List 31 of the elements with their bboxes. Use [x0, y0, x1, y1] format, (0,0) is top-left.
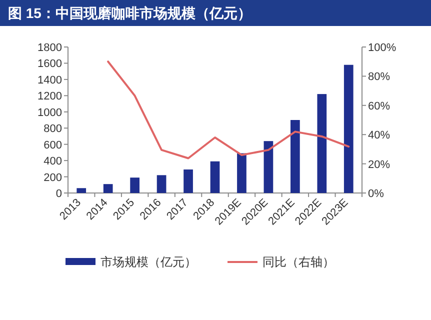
y-tick-label: 1000 [38, 106, 62, 119]
y-tick-label: 800 [44, 123, 62, 136]
bar [103, 184, 113, 193]
chart-title: 图 15：中国现磨咖啡市场规模（亿元） [8, 5, 252, 21]
y-tick-label: 1400 [38, 74, 62, 86]
y-tick-label: 400 [44, 156, 62, 168]
y2-tick-label: 40% [368, 130, 390, 142]
y2-tick-label: 60% [368, 100, 390, 112]
legend-label: 同比（右轴） [262, 255, 334, 269]
bar [290, 120, 300, 193]
y-tick-label: 0 [56, 188, 62, 200]
line-series [107, 60, 350, 160]
bar [130, 178, 140, 193]
y-tick-label: 1800 [38, 42, 62, 54]
y2-tick-label: 80% [368, 71, 390, 84]
bar [156, 175, 166, 193]
bar [210, 161, 220, 193]
y2-tick-label: 0% [368, 188, 384, 200]
bar [344, 64, 354, 193]
y-tick-label: 1600 [38, 58, 62, 70]
bar [317, 94, 327, 193]
legend-label: 市场规模（亿元） [100, 255, 196, 269]
bar [76, 188, 86, 193]
bar [237, 153, 246, 193]
bar [264, 141, 274, 193]
bar [184, 169, 193, 193]
y-tick-label: 600 [44, 139, 62, 152]
y-tick-label: 200 [44, 172, 62, 184]
y2-tick-label: 100% [368, 42, 396, 54]
y2-tick-label: 20% [368, 158, 390, 171]
y-tick-label: 1200 [38, 90, 62, 103]
